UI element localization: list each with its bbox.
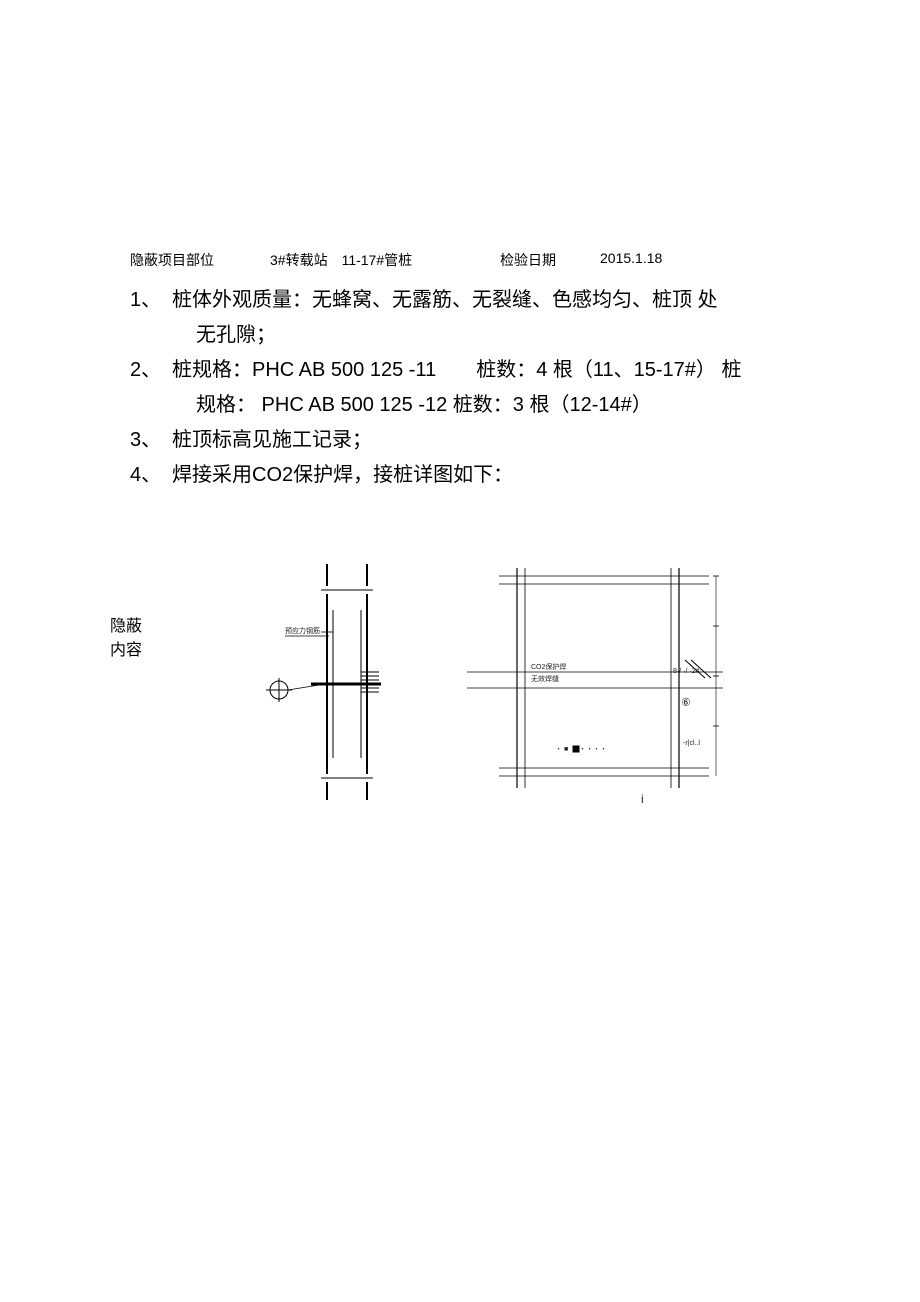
mark-a: 8·/ ·/ ·2# bbox=[673, 668, 699, 675]
pile-joint-diagram bbox=[265, 554, 765, 814]
mark-c: ・ ■ ・ ・・・・ bbox=[555, 744, 607, 754]
list-item-1: 1、 桩体外观质量：无蜂窝、无露筋、无裂缝、色感均匀、桩顶 处 bbox=[130, 284, 790, 317]
header-row: 隐蔽项目部位 3#转载站 11-17#管桩 检验日期 2015.1.18 bbox=[130, 250, 790, 270]
list-item-3: 3、 桩顶标高见施工记录； bbox=[130, 424, 790, 457]
list-item-2: 2、 桩规格：PHC AB 500 125 -11 桩数：4 根（11、15-1… bbox=[130, 354, 790, 387]
item-number: 4、 bbox=[130, 459, 172, 492]
label-i: i bbox=[641, 792, 644, 806]
label-co2-weld: CO2保护焊 bbox=[531, 662, 566, 672]
item-number: 3、 bbox=[130, 424, 172, 457]
label-location: 隐蔽项目部位 bbox=[130, 250, 270, 270]
side-label-line1: 隐蔽 bbox=[110, 615, 142, 639]
item-number: 1、 bbox=[130, 284, 172, 317]
list-item-4: 4、 焊接采用CO2保护焊，接桩详图如下： bbox=[130, 459, 790, 492]
item-text: 桩顶标高见施工记录； bbox=[172, 424, 790, 457]
value-date: 2015.1.18 bbox=[600, 250, 662, 270]
list-item-1b: 无孔隙； bbox=[130, 319, 790, 352]
label-date: 检验日期 bbox=[500, 250, 600, 270]
item-number: 2、 bbox=[130, 354, 172, 387]
side-label-line2: 内容 bbox=[110, 639, 142, 663]
side-label: 隐蔽 内容 bbox=[110, 615, 142, 663]
item-text: 桩规格：PHC AB 500 125 -11 桩数：4 根（11、15-17#）… bbox=[172, 354, 790, 387]
diagram: 预应力钢筋 CO2保护焊 无效焊缝 ⑥ i 8·/ ·/ ·2# -r|cl..… bbox=[265, 554, 765, 814]
item-text: 桩体外观质量：无蜂窝、无露筋、无裂缝、色感均匀、桩顶 处 bbox=[172, 284, 790, 317]
label-circled-6: ⑥ bbox=[681, 696, 691, 709]
content-list: 1、 桩体外观质量：无蜂窝、无露筋、无裂缝、色感均匀、桩顶 处 无孔隙； 2、 … bbox=[130, 284, 790, 492]
item-text: 规格： PHC AB 500 125 -12 桩数：3 根（12-14#） bbox=[172, 389, 790, 422]
mark-b: -r|cl..l bbox=[683, 740, 700, 747]
item-text: 无孔隙； bbox=[172, 319, 790, 352]
label-rebar: 预应力钢筋 bbox=[285, 626, 320, 636]
value-location: 3#转载站 11-17#管桩 bbox=[270, 250, 500, 270]
item-text: 焊接采用CO2保护焊，接桩详图如下： bbox=[172, 459, 790, 492]
list-item-2b: 规格： PHC AB 500 125 -12 桩数：3 根（12-14#） bbox=[130, 389, 790, 422]
label-invalid-weld: 无效焊缝 bbox=[531, 674, 559, 684]
